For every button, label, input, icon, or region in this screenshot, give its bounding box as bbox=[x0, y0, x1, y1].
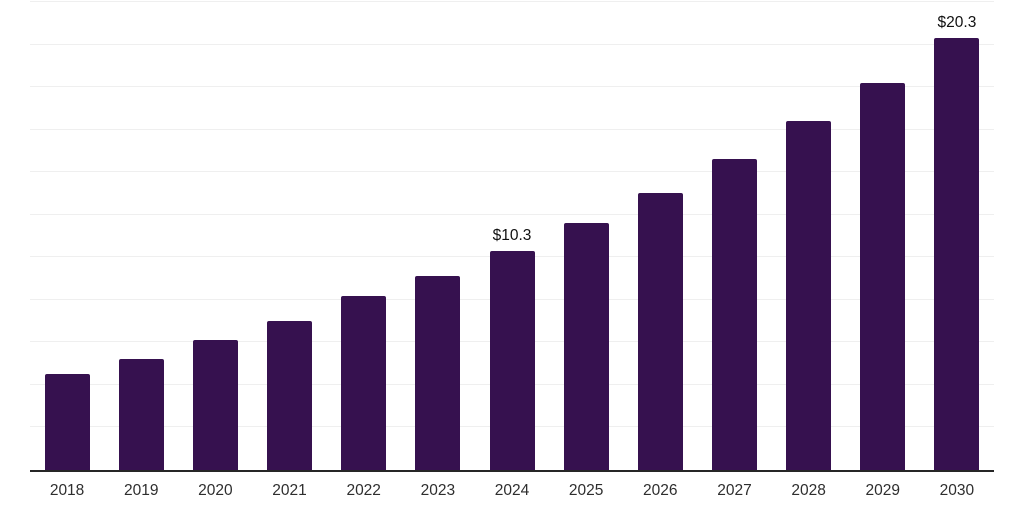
bar-2030 bbox=[934, 38, 980, 470]
bar-value-label-2030: $20.3 bbox=[937, 14, 977, 32]
x-tick-label-2027: 2027 bbox=[717, 482, 752, 499]
x-axis: 2018 2019 2020 2021 2022 2023 2024 2025 2026 2027… bbox=[30, 482, 994, 506]
gridline-12 bbox=[30, 213, 994, 215]
gridline-22 bbox=[30, 1, 994, 2]
x-tick-label-2019: 2019 bbox=[123, 482, 159, 499]
bar-2022 bbox=[341, 295, 387, 470]
bar-2018 bbox=[44, 374, 90, 470]
x-tick-label-2018: 2018 bbox=[49, 482, 85, 499]
bar-2027 bbox=[711, 159, 757, 470]
bar-2019 bbox=[118, 359, 164, 470]
bar-2021 bbox=[267, 321, 313, 470]
bar-2023 bbox=[415, 276, 461, 470]
bar-2029 bbox=[860, 82, 906, 470]
x-tick-label-2026: 2026 bbox=[643, 482, 678, 499]
x-tick-label-2029: 2029 bbox=[865, 482, 901, 499]
bar-2020 bbox=[192, 340, 238, 470]
bar-2028 bbox=[786, 121, 832, 470]
x-tick-label-2025: 2025 bbox=[568, 482, 604, 499]
x-tick-label-2020: 2020 bbox=[198, 482, 233, 499]
gridline-16 bbox=[30, 128, 994, 130]
plot-area: $10.3 $20.3 bbox=[30, 1, 994, 472]
x-tick-label-2028: 2028 bbox=[791, 482, 826, 499]
x-tick-label-2022: 2022 bbox=[346, 482, 381, 499]
gridline-18 bbox=[30, 86, 994, 88]
bar-2025 bbox=[563, 223, 609, 470]
x-tick-label-2023: 2023 bbox=[420, 482, 456, 499]
bar-2026 bbox=[637, 193, 683, 470]
gridline-20 bbox=[30, 43, 994, 45]
x-tick-label-2030: 2030 bbox=[939, 482, 975, 499]
bar-2024 bbox=[489, 250, 535, 470]
gridline-14 bbox=[30, 171, 994, 173]
bar-value-label-2024: $10.3 bbox=[492, 226, 532, 244]
x-tick-label-2024: 2024 bbox=[494, 482, 530, 499]
x-tick-label-2021: 2021 bbox=[272, 482, 307, 499]
